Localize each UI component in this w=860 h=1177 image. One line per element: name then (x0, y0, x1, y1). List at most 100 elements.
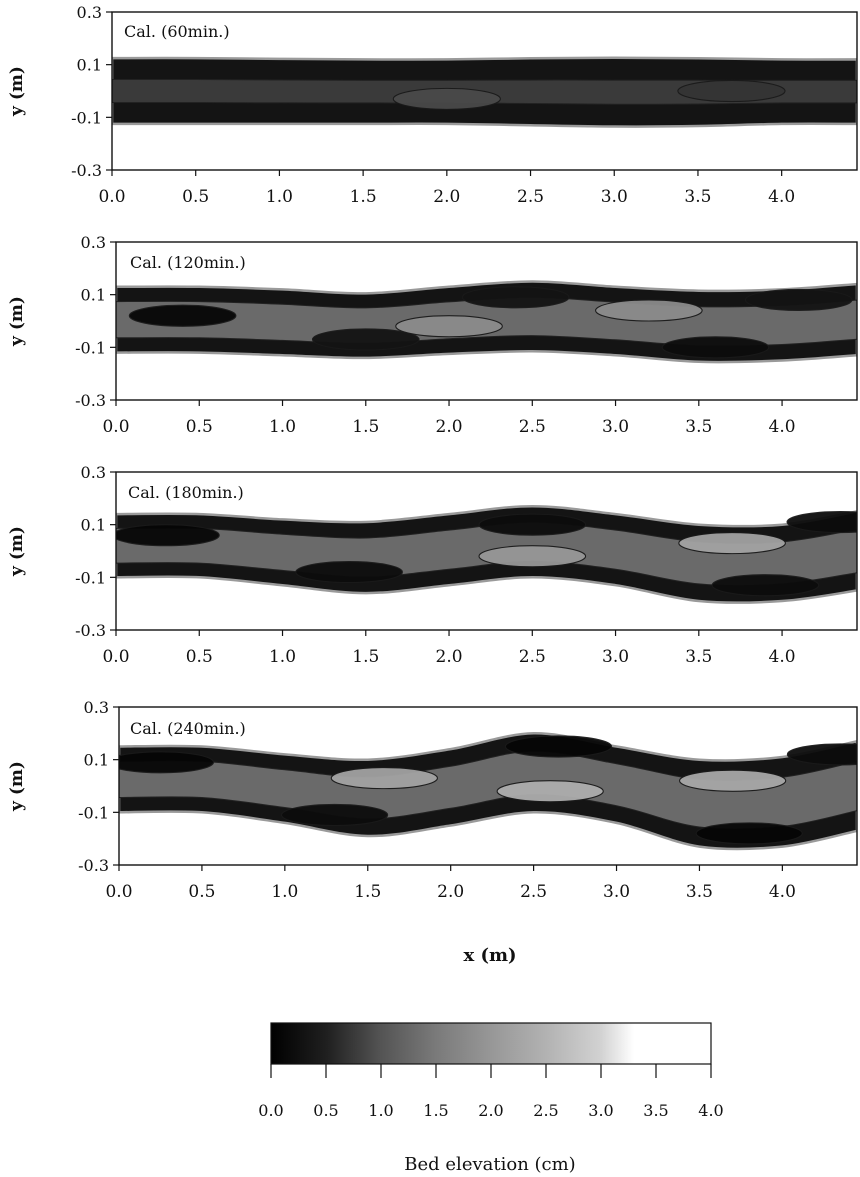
panel-title-120min: Cal. (120min.) (130, 253, 246, 272)
bed-feature (678, 532, 786, 555)
panel-title-60min: Cal. (60min.) (124, 22, 230, 41)
y-tick-label: 0.3 (81, 463, 106, 482)
y-ticks-60min: 0.3 0.1 -0.1 -0.3 (71, 3, 112, 180)
y-axis-label-60min: y (m) (7, 66, 27, 117)
x-tick-label: 0.5 (186, 417, 213, 437)
panel-120min: Cal. (120min.) y (m) 0.30.1-0.1-0.3 0.0 0… (7, 233, 858, 437)
x-tick-label: 1.0 (271, 882, 298, 902)
colorbar-ticks: 0.0 0.5 1.0 1.5 2.0 2.5 3.0 3.5 4.0 (258, 1064, 724, 1120)
bed-feature (461, 286, 570, 309)
x-tick-label: 1.5 (350, 187, 377, 207)
y-tick-label: -0.3 (75, 391, 106, 410)
x-tick-label: 0.5 (186, 647, 213, 667)
x-tick-label: 1.0 (266, 187, 293, 207)
x-tick-label: 2.5 (520, 882, 547, 902)
x-tick-label: 3.0 (602, 647, 629, 667)
x-tick-label: 1.0 (269, 647, 296, 667)
bed-feature (295, 560, 403, 584)
y-tick-label: -0.1 (75, 568, 106, 587)
bed-feature (119, 751, 215, 774)
panel-title-240min: Cal. (240min.) (130, 719, 246, 738)
plot-frame-180min (115, 471, 858, 631)
colorbar-tick-label: 4.0 (698, 1101, 723, 1120)
x-tick-label: 1.5 (352, 647, 379, 667)
colorbar: 0.0 0.5 1.0 1.5 2.0 2.5 3.0 3.5 4.0 Bed elevatio… (258, 1022, 724, 1175)
channel-field-240min (119, 732, 857, 851)
x-tick-label: 2.0 (433, 187, 460, 207)
bed-feature (661, 336, 770, 359)
colorbar-tick-label: 3.0 (588, 1101, 613, 1120)
bed-feature (395, 315, 503, 338)
bed-feature (478, 513, 587, 536)
x-ticks-180min: 0.0 0.5 1.0 1.5 2.0 2.5 3.0 3.5 4.0 (102, 630, 796, 667)
x-tick-label: 2.5 (519, 647, 546, 667)
x-tick-label: 0.0 (105, 882, 132, 902)
y-tick-label: 0.1 (81, 516, 106, 535)
plot-frame-120min (115, 241, 858, 401)
y-tick-label: 0.1 (77, 56, 102, 75)
x-tick-label: 3.0 (601, 187, 628, 207)
x-ticks-60min: 0.0 0.5 1.0 1.5 2.0 2.5 3.0 3.5 4.0 (98, 170, 795, 207)
bed-feature (128, 304, 237, 327)
bed-feature (695, 822, 803, 845)
channel-field-120min (116, 280, 857, 364)
x-tick-label: 2.0 (436, 647, 463, 667)
x-ticks-240min: 0.0 0.5 1.0 1.5 2.0 2.5 3.0 3.5 4.0 (105, 865, 796, 902)
colorbar-label: Bed elevation (cm) (404, 1154, 575, 1175)
x-tick-label: 3.5 (686, 882, 713, 902)
x-tick-label: 3.5 (685, 417, 712, 437)
y-tick-label: 0.3 (81, 233, 106, 252)
y-tick-label: 0.3 (77, 3, 102, 22)
bed-feature (280, 803, 389, 827)
y-ticks-180min: 0.3 0.1 -0.1 -0.3 (75, 463, 116, 640)
x-tick-label: 0.5 (182, 187, 209, 207)
channel-field-60min (112, 56, 857, 128)
x-ticks-120min: 0.0 0.5 1.0 1.5 2.0 2.5 3.0 3.5 4.0 (102, 400, 796, 437)
bed-feature (744, 288, 853, 312)
x-tick-label: 3.0 (602, 417, 629, 437)
colorbar-tick-label: 1.5 (423, 1101, 448, 1120)
bed-feature (786, 510, 857, 534)
x-tick-label: 2.0 (436, 417, 463, 437)
x-tick-label: 3.0 (603, 882, 630, 902)
bed-feature (392, 87, 501, 110)
x-tick-label: 0.0 (102, 417, 129, 437)
colorbar-gradient (270, 1022, 712, 1065)
x-axis-label: x (m) (463, 945, 516, 966)
y-tick-label: -0.3 (71, 161, 102, 180)
panel-240min: Cal. (240min.) y (m) 0.30.1-0.1-0.3 0.0 0… (7, 698, 858, 902)
colorbar-tick-label: 2.5 (533, 1101, 558, 1120)
y-tick-label: 0.3 (84, 698, 109, 717)
x-tick-label: 0.0 (98, 187, 125, 207)
bed-feature (478, 545, 587, 568)
y-ticks-120min: 0.3 0.1 -0.1 -0.3 (75, 233, 116, 410)
y-tick-label: -0.1 (75, 338, 106, 357)
x-tick-label: 1.5 (354, 882, 381, 902)
x-tick-label: 3.5 (685, 647, 712, 667)
x-tick-label: 0.0 (102, 647, 129, 667)
bed-feature (116, 524, 220, 547)
panel-180min: Cal. (180min.) y (m) 0.30.1-0.1-0.3 0.0 0… (7, 463, 858, 667)
bed-feature (496, 780, 604, 803)
y-axis-label-180min: y (m) (7, 526, 27, 577)
x-tick-label: 0.5 (188, 882, 215, 902)
y-tick-label: -0.3 (78, 856, 109, 875)
y-ticks-240min: 0.3 0.1 -0.1 -0.3 (78, 698, 119, 875)
x-tick-label: 1.0 (269, 417, 296, 437)
bed-feature (711, 574, 820, 597)
bed-feature (677, 79, 786, 103)
y-tick-label: -0.1 (78, 803, 109, 822)
x-tick-label: 4.0 (768, 187, 795, 207)
colorbar-tick-label: 0.5 (313, 1101, 338, 1120)
bed-feature (595, 299, 703, 322)
y-axis-label-240min: y (m) (7, 761, 27, 812)
colorbar-tick-label: 0.0 (258, 1101, 283, 1120)
x-tick-label: 2.5 (519, 417, 546, 437)
y-axis-label-120min: y (m) (7, 296, 27, 347)
plot-frame-240min (118, 706, 858, 866)
x-tick-label: 3.5 (684, 187, 711, 207)
x-tick-label: 2.0 (437, 882, 464, 902)
y-tick-label: -0.1 (71, 108, 102, 127)
panel-title-180min: Cal. (180min.) (128, 483, 244, 502)
